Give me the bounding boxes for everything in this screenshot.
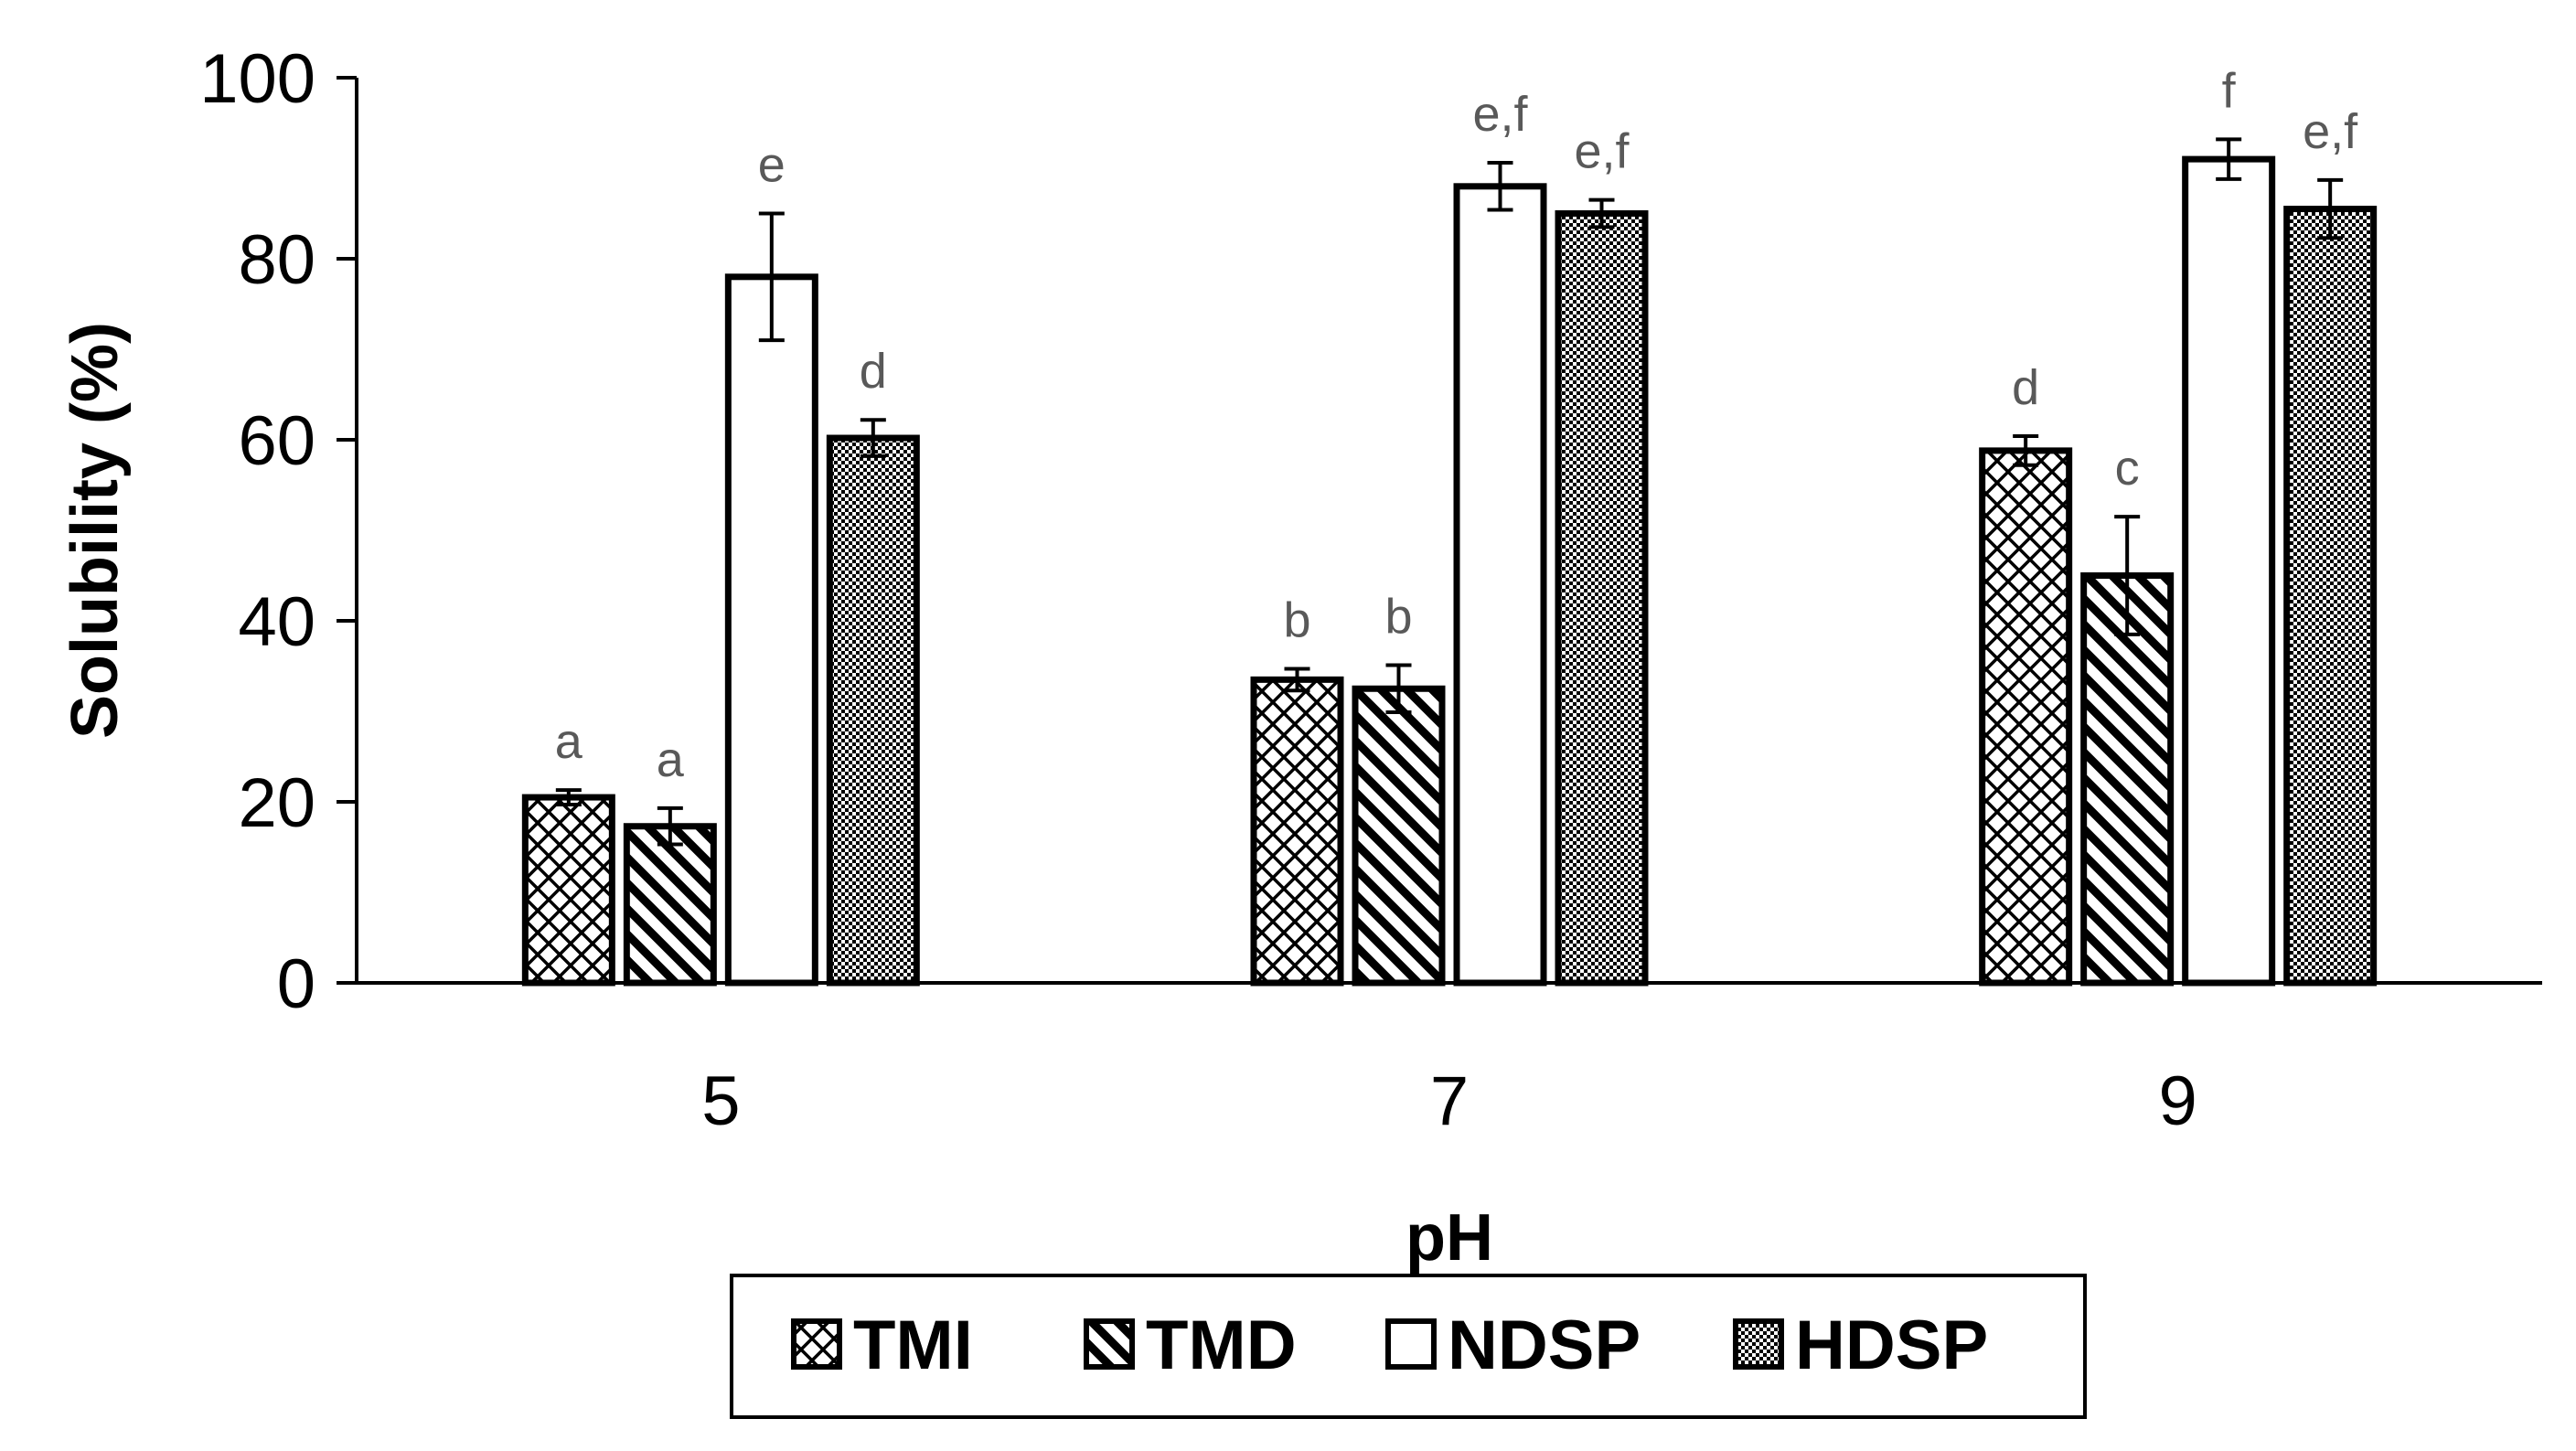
bar-tmi (1250, 676, 1344, 987)
bar-series-group: a a e d b b e,f e,f d c f e,f (521, 63, 2378, 987)
significance-label: f (2222, 63, 2237, 118)
legend-label-hdsp: HDSP (1795, 1307, 1988, 1384)
bar-hdsp (1555, 210, 1649, 987)
bar-ndsp (724, 273, 818, 987)
bar-ndsp (2182, 155, 2276, 987)
bar-hdsp (2283, 206, 2378, 987)
y-tick-label: 80 (238, 221, 315, 299)
y-tick-label: 100 (199, 40, 315, 118)
significance-label: e (758, 138, 786, 193)
y-tick-label: 0 (277, 945, 315, 1023)
legend-swatch-hdsp (1733, 1318, 1784, 1370)
bar-hdsp (826, 434, 920, 987)
significance-label: e,f (2303, 104, 2358, 159)
significance-label: e,f (1574, 124, 1630, 179)
y-tick-label: 60 (238, 402, 315, 480)
legend-label-tmd: TMD (1146, 1307, 1297, 1384)
y-tick-label: 20 (238, 764, 315, 842)
x-axis-title: pH (1406, 1201, 1493, 1275)
bar-tmi (521, 794, 615, 987)
significance-label: e,f (1472, 87, 1528, 142)
y-axis-title: Solubility (%) (59, 322, 132, 739)
legend-swatch-ndsp (1385, 1318, 1437, 1370)
bar-tmd (1352, 685, 1446, 987)
legend: TMI TMD NDSP HDSP (730, 1274, 2087, 1419)
significance-label: a (657, 732, 685, 787)
significance-label: d (860, 344, 887, 399)
bar-ndsp (1453, 183, 1547, 987)
x-tick-label: 7 (1430, 1062, 1469, 1140)
legend-swatch-tmi (791, 1318, 842, 1370)
significance-label: b (1283, 592, 1310, 647)
x-tick-label: 9 (2159, 1062, 2197, 1140)
x-axis: 5 7 9 (357, 981, 2542, 1140)
legend-label-tmi: TMI (853, 1307, 973, 1384)
legend-swatch-tmd (1084, 1318, 1135, 1370)
bar-tmd (2080, 572, 2175, 987)
significance-label: a (555, 714, 583, 769)
significance-label: c (2115, 441, 2140, 496)
y-axis: 0 20 40 60 80 100 (199, 40, 358, 1023)
y-tick-label: 40 (238, 583, 315, 661)
bar-tmi (1979, 447, 2073, 987)
legend-label-ndsp: NDSP (1448, 1307, 1641, 1384)
x-tick-label: 5 (701, 1062, 740, 1140)
significance-label: d (2012, 360, 2039, 415)
bar-tmd (623, 823, 717, 987)
significance-label: b (1384, 590, 1412, 645)
